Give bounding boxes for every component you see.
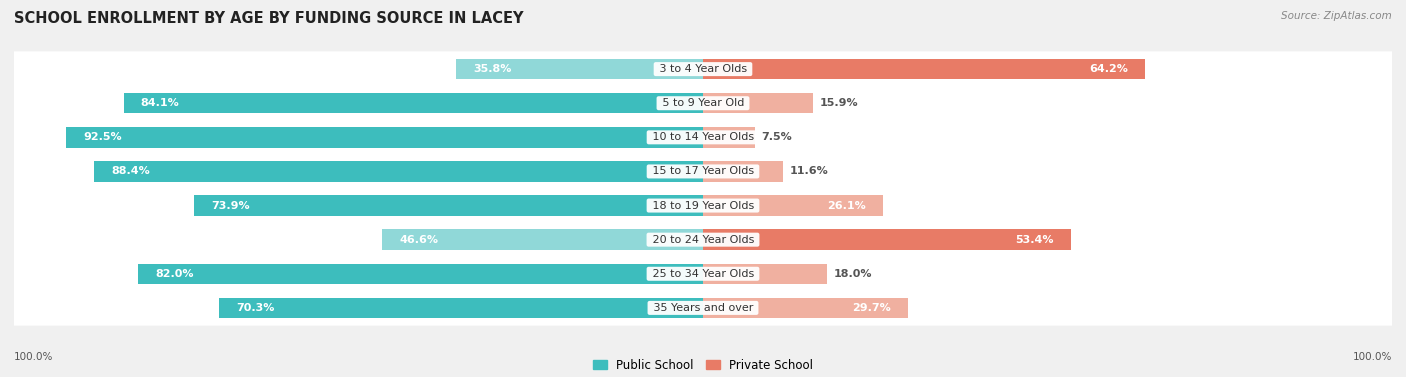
FancyBboxPatch shape <box>7 51 1399 87</box>
Bar <box>66 127 703 147</box>
Text: 26.1%: 26.1% <box>827 201 866 211</box>
Text: 35 Years and over: 35 Years and over <box>650 303 756 313</box>
Bar <box>703 264 827 284</box>
Bar <box>703 161 783 182</box>
Text: 5 to 9 Year Old: 5 to 9 Year Old <box>658 98 748 108</box>
Text: 11.6%: 11.6% <box>790 166 828 176</box>
Text: 70.3%: 70.3% <box>236 303 274 313</box>
Text: 15.9%: 15.9% <box>820 98 858 108</box>
Bar <box>124 93 703 113</box>
Bar <box>703 195 883 216</box>
Text: 100.0%: 100.0% <box>1353 352 1392 362</box>
Bar <box>703 59 1146 79</box>
Bar <box>219 298 703 318</box>
Bar <box>382 230 703 250</box>
Bar <box>138 264 703 284</box>
Bar <box>703 230 1071 250</box>
Bar <box>703 93 813 113</box>
Text: 10 to 14 Year Olds: 10 to 14 Year Olds <box>648 132 758 143</box>
Text: 35.8%: 35.8% <box>474 64 512 74</box>
Bar <box>194 195 703 216</box>
FancyBboxPatch shape <box>7 290 1399 326</box>
FancyBboxPatch shape <box>7 222 1399 257</box>
Text: 53.4%: 53.4% <box>1015 234 1053 245</box>
Text: 64.2%: 64.2% <box>1090 64 1128 74</box>
Text: 92.5%: 92.5% <box>83 132 121 143</box>
FancyBboxPatch shape <box>7 120 1399 155</box>
Bar <box>94 161 703 182</box>
Bar <box>703 127 755 147</box>
Text: 7.5%: 7.5% <box>762 132 793 143</box>
Text: 20 to 24 Year Olds: 20 to 24 Year Olds <box>648 234 758 245</box>
FancyBboxPatch shape <box>7 256 1399 291</box>
Bar <box>457 59 703 79</box>
FancyBboxPatch shape <box>7 86 1399 121</box>
Text: 29.7%: 29.7% <box>852 303 890 313</box>
Text: 15 to 17 Year Olds: 15 to 17 Year Olds <box>648 166 758 176</box>
Bar <box>703 298 908 318</box>
Text: 88.4%: 88.4% <box>111 166 150 176</box>
Text: SCHOOL ENROLLMENT BY AGE BY FUNDING SOURCE IN LACEY: SCHOOL ENROLLMENT BY AGE BY FUNDING SOUR… <box>14 11 523 26</box>
FancyBboxPatch shape <box>7 188 1399 223</box>
Text: 73.9%: 73.9% <box>211 201 250 211</box>
Text: 82.0%: 82.0% <box>155 269 194 279</box>
Text: Source: ZipAtlas.com: Source: ZipAtlas.com <box>1281 11 1392 21</box>
Text: 84.1%: 84.1% <box>141 98 180 108</box>
Text: 3 to 4 Year Olds: 3 to 4 Year Olds <box>655 64 751 74</box>
FancyBboxPatch shape <box>7 154 1399 189</box>
Legend: Public School, Private School: Public School, Private School <box>586 352 820 377</box>
Text: 25 to 34 Year Olds: 25 to 34 Year Olds <box>648 269 758 279</box>
Text: 18.0%: 18.0% <box>834 269 872 279</box>
Text: 46.6%: 46.6% <box>399 234 439 245</box>
Text: 100.0%: 100.0% <box>14 352 53 362</box>
Text: 18 to 19 Year Olds: 18 to 19 Year Olds <box>648 201 758 211</box>
